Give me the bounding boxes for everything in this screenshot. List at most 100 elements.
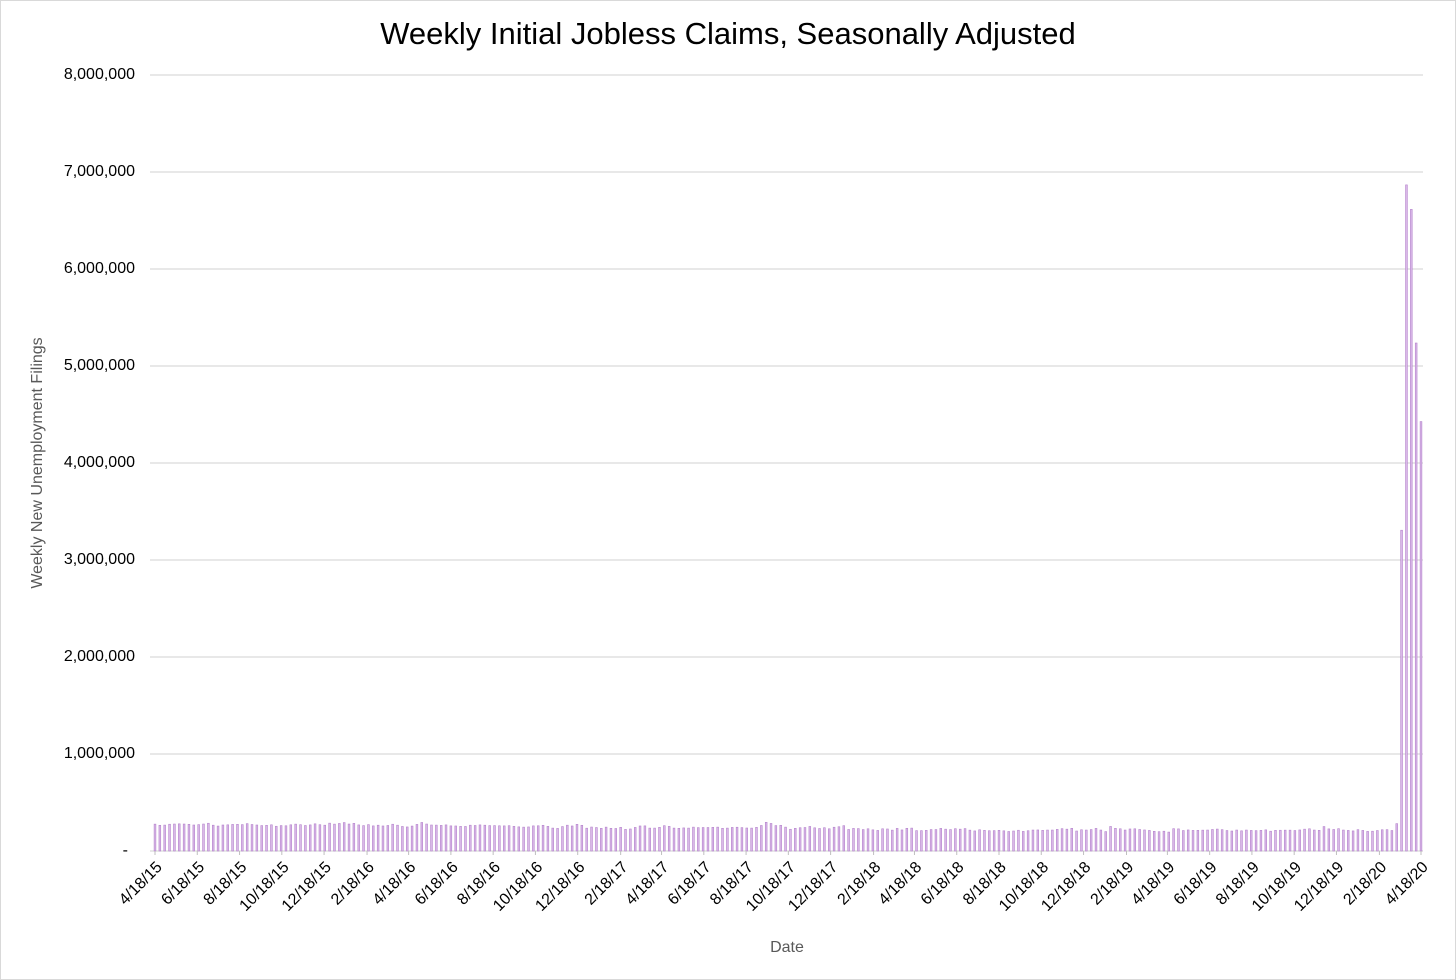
- bar: [629, 828, 632, 852]
- bar: [1133, 828, 1137, 852]
- bar: [1220, 829, 1224, 852]
- bar: [396, 824, 399, 852]
- bar: [313, 823, 317, 852]
- bar: [420, 822, 423, 852]
- bar: [900, 829, 904, 852]
- bar: [556, 828, 559, 852]
- bar: [192, 824, 196, 852]
- bar: [667, 826, 671, 852]
- bar: [939, 828, 942, 852]
- bar: [789, 828, 792, 852]
- bar: [551, 827, 554, 852]
- bar: [212, 824, 215, 852]
- bar: [774, 825, 778, 852]
- bar: [483, 824, 487, 852]
- bar: [352, 823, 356, 852]
- bar: [561, 826, 564, 852]
- bar: [726, 827, 729, 852]
- bar: [275, 825, 278, 852]
- bar: [1414, 342, 1418, 852]
- bar: [435, 824, 438, 852]
- bar: [735, 826, 739, 852]
- bar: [570, 825, 574, 852]
- bar: [357, 824, 360, 852]
- bar: [798, 827, 802, 852]
- bar: [687, 827, 690, 852]
- bar: [1303, 828, 1306, 852]
- bar: [1322, 826, 1326, 852]
- bar: [454, 825, 457, 852]
- bar: [173, 823, 176, 852]
- bar: [1385, 829, 1389, 852]
- bar: [575, 824, 579, 852]
- bar: [304, 825, 307, 852]
- bar: [1051, 829, 1054, 852]
- bar: [818, 828, 821, 852]
- bar: [1347, 830, 1350, 852]
- bar: [178, 823, 181, 852]
- bar: [634, 827, 637, 852]
- bar: [498, 825, 501, 852]
- bar: [1201, 829, 1204, 852]
- bar: [992, 830, 996, 852]
- bar: [464, 826, 467, 852]
- bar: [731, 827, 734, 852]
- bar: [153, 823, 157, 852]
- bar: [1405, 184, 1408, 852]
- bar: [988, 830, 991, 852]
- bar: [1264, 829, 1267, 852]
- bar: [1143, 829, 1146, 852]
- bar: [299, 824, 302, 852]
- bar: [619, 827, 622, 852]
- y-tick-label: 4,000,000: [64, 454, 135, 471]
- bar: [1366, 831, 1369, 852]
- bar: [808, 826, 812, 852]
- bar: [381, 825, 385, 852]
- bar: [347, 823, 351, 852]
- bar: [493, 825, 496, 852]
- bar: [1162, 830, 1166, 852]
- bar: [473, 825, 477, 852]
- bar: [779, 824, 782, 852]
- bar: [658, 827, 661, 852]
- bar: [1332, 829, 1335, 852]
- bar: [566, 824, 569, 852]
- bar: [1337, 828, 1340, 852]
- bar: [503, 825, 506, 852]
- bar: [265, 824, 268, 852]
- bar: [697, 827, 700, 852]
- bar: [1157, 831, 1161, 852]
- bar: [168, 823, 171, 852]
- bar: [760, 825, 763, 852]
- bar: [401, 826, 404, 852]
- bar: [832, 826, 836, 852]
- bar: [207, 822, 210, 852]
- bar: [1153, 831, 1156, 852]
- bar: [1002, 830, 1006, 852]
- bar: [861, 829, 865, 852]
- bar: [338, 823, 341, 852]
- bar: [1094, 828, 1098, 852]
- bar: [973, 830, 976, 852]
- bar: [216, 825, 220, 852]
- bar: [1007, 831, 1010, 852]
- y-axis-title: Weekly New Unemployment Filings: [29, 337, 46, 588]
- bar: [595, 827, 598, 852]
- bar: [1361, 830, 1364, 852]
- bar: [1186, 829, 1190, 852]
- bar: [333, 823, 336, 852]
- bar: [745, 827, 748, 852]
- bar: [866, 828, 870, 852]
- bar: [1167, 831, 1170, 852]
- bar: [1274, 830, 1277, 852]
- bar: [187, 824, 191, 852]
- bar: [1351, 830, 1355, 852]
- bar: [527, 826, 530, 852]
- bar: [682, 827, 685, 852]
- bar: [1196, 830, 1200, 852]
- bar: [536, 825, 540, 852]
- bar: [1298, 829, 1301, 852]
- bar: [895, 828, 899, 852]
- bar: [1269, 830, 1272, 852]
- chart-title: Weekly Initial Jobless Claims, Seasonall…: [380, 16, 1076, 51]
